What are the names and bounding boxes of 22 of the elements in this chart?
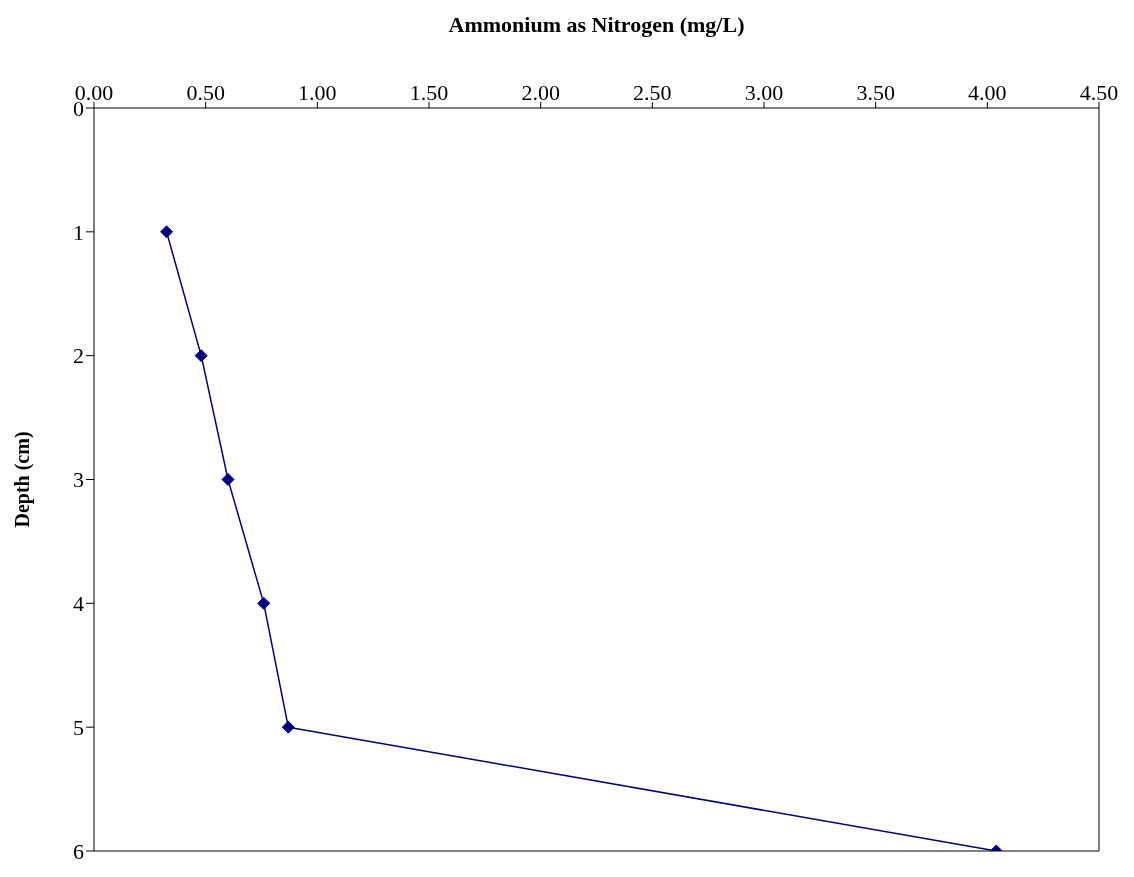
y-tick-label: 5	[73, 714, 84, 740]
point	[160, 225, 174, 239]
y-axis-title: Depth (cm)	[11, 431, 35, 528]
x-tick-label: 1.50	[409, 80, 449, 105]
x-tick-label: 2.00	[521, 80, 560, 105]
point	[257, 596, 271, 610]
y-tick-label: 2	[73, 343, 84, 369]
point	[281, 720, 295, 734]
x-tick-label: 2.50	[633, 80, 672, 105]
y-tick-label: 3	[73, 467, 84, 493]
point	[194, 349, 208, 363]
x-tick-label: 0.50	[186, 80, 225, 105]
x-tick-label: 3.50	[856, 80, 895, 105]
x-tick-label: 1.00	[298, 80, 337, 105]
y-tick-label: 4	[73, 591, 84, 617]
x-axis-title: Ammonium as Nitrogen (mg/L)	[448, 11, 745, 37]
x-tick-label: 4.00	[968, 80, 1007, 105]
x-tick-label: 4.50	[1079, 80, 1119, 105]
x-tick-label: 3.00	[744, 80, 784, 105]
y-tick-label: 1	[73, 219, 84, 245]
y-tick-label: 6	[73, 838, 84, 864]
point	[221, 473, 235, 486]
